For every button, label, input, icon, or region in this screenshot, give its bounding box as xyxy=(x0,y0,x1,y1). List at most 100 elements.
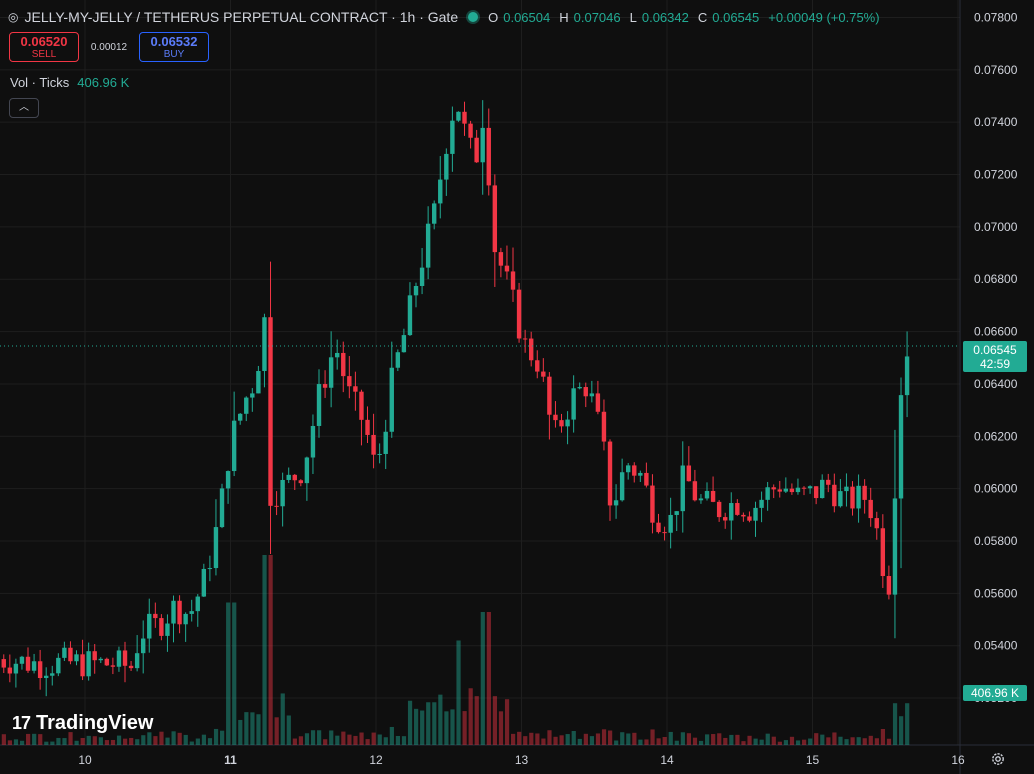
chart-header: ◎ JELLY-MY-JELLY / TETHERUS PERPETUAL CO… xyxy=(8,7,884,27)
volume-bar xyxy=(153,736,158,745)
candle-body xyxy=(516,289,522,339)
candle-body xyxy=(68,647,73,662)
volume-bar xyxy=(389,726,394,745)
buy-button[interactable]: 0.06532 BUY xyxy=(139,32,209,62)
candle-body xyxy=(898,395,904,499)
volume-bar xyxy=(383,737,388,745)
volume-bar xyxy=(98,737,103,745)
volume-bar xyxy=(565,734,570,745)
volume-bar xyxy=(601,729,607,745)
candle-body xyxy=(213,527,219,569)
symbol-title[interactable]: JELLY-MY-JELLY / TETHERUS PERPETUAL CONT… xyxy=(24,9,459,25)
volume-bar xyxy=(711,734,716,745)
candle-body xyxy=(753,507,758,521)
volume-bar xyxy=(292,738,297,745)
volume-bar xyxy=(262,555,267,745)
volume-bar xyxy=(298,736,304,745)
volume-bar xyxy=(595,733,601,745)
candle-body xyxy=(104,658,110,666)
candle-body xyxy=(601,411,607,442)
candle-body xyxy=(92,651,97,661)
sell-label: SELL xyxy=(31,48,57,60)
volume-bar xyxy=(474,696,479,745)
candle-body xyxy=(153,613,158,619)
collapse-legend-button[interactable]: ︿ xyxy=(9,98,39,118)
candle-body xyxy=(559,420,564,427)
candle-body xyxy=(189,611,194,614)
candle-body xyxy=(425,223,431,268)
tradingview-logo[interactable]: 17 TradingView xyxy=(12,712,153,735)
candle-body xyxy=(37,661,43,679)
volume-bar xyxy=(480,612,485,745)
volume-bar xyxy=(753,738,758,745)
chevron-up-icon: ︿ xyxy=(19,102,29,113)
gear-icon[interactable] xyxy=(990,751,1006,767)
volume-bar xyxy=(668,731,673,745)
volume-bar xyxy=(62,738,67,745)
candle-body xyxy=(674,511,679,515)
volume-bar xyxy=(674,740,679,745)
candle-body xyxy=(710,490,716,502)
volume-bar xyxy=(201,734,207,745)
candle-body xyxy=(656,522,661,533)
candle-body xyxy=(207,568,213,570)
candle-body xyxy=(456,111,461,121)
candle-body xyxy=(595,393,601,412)
volume-bar xyxy=(450,709,455,745)
price-axis-label: 0.06800 xyxy=(974,272,1018,286)
price-axis-label: 0.06000 xyxy=(974,482,1018,496)
volume-bar xyxy=(183,734,188,745)
volume-bar xyxy=(680,732,685,745)
volume-bar xyxy=(135,739,140,745)
volume-bar xyxy=(38,734,43,745)
sell-button[interactable]: 0.06520 SELL xyxy=(9,32,79,62)
volume-bar xyxy=(874,738,879,745)
candle-body xyxy=(716,501,722,518)
volume-bar xyxy=(177,732,182,745)
candle-body xyxy=(662,532,667,534)
price-axis-label: 0.07400 xyxy=(974,115,1018,129)
candle-body xyxy=(535,360,540,372)
candle-body xyxy=(316,384,322,426)
open-label: O xyxy=(488,9,499,25)
volume-bar xyxy=(250,712,255,745)
candle-body xyxy=(468,123,473,138)
volume-bar xyxy=(789,736,795,745)
candle-body xyxy=(389,367,394,432)
volume-bar xyxy=(123,738,128,745)
open-value: 0.06504 xyxy=(503,9,551,25)
volume-bar xyxy=(92,736,97,745)
candle-body xyxy=(856,485,861,509)
candle-body xyxy=(195,596,200,612)
volume-bar xyxy=(104,740,110,745)
price-axis-label: 0.07600 xyxy=(974,63,1018,77)
volume-bar xyxy=(80,737,85,745)
candle-body xyxy=(771,487,776,490)
volume-legend[interactable]: Vol · Ticks 406.96 K xyxy=(10,75,129,90)
volume-bar xyxy=(286,715,291,745)
volume-bar xyxy=(195,738,200,745)
volume-bar xyxy=(802,739,807,745)
volume-bar xyxy=(323,739,328,745)
symbol-icon[interactable]: ◎ xyxy=(8,10,19,24)
candle-body xyxy=(310,425,316,458)
volume-bar xyxy=(226,602,231,745)
volume-bar xyxy=(26,733,31,745)
volume-bar xyxy=(547,730,552,745)
volume-bar xyxy=(886,738,892,745)
volume-bar xyxy=(832,732,837,745)
candle-body xyxy=(62,647,67,658)
candle-body xyxy=(238,413,243,421)
volume-bar xyxy=(771,736,776,745)
candle-body xyxy=(353,386,358,392)
volume-bar xyxy=(7,740,13,745)
volume-bar xyxy=(905,703,910,745)
candle-body xyxy=(25,656,31,671)
volume-bar xyxy=(86,735,91,745)
market-status-icon xyxy=(468,12,479,22)
candle-body xyxy=(583,387,588,397)
volume-bar xyxy=(468,688,473,745)
candle-body xyxy=(56,657,61,674)
candle-body xyxy=(304,457,310,484)
